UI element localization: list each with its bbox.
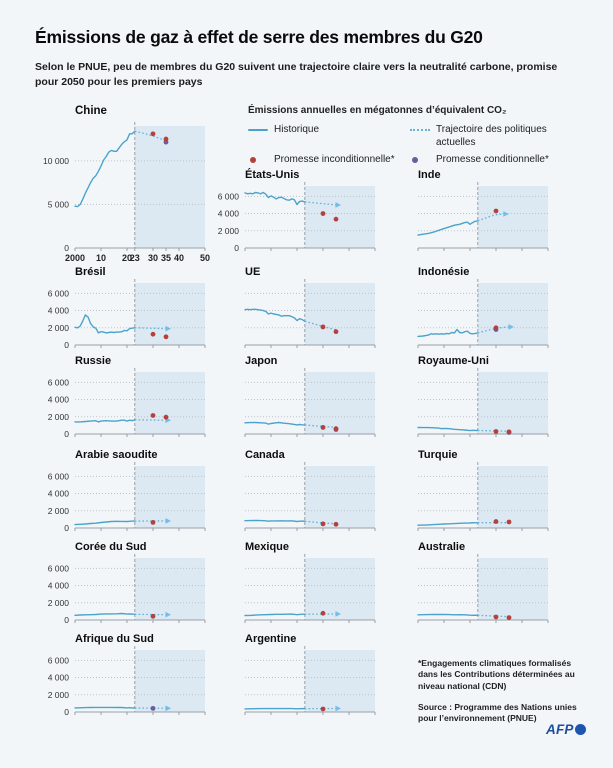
svg-text:4 000: 4 000 bbox=[48, 306, 70, 316]
afp-logo: AFP bbox=[546, 722, 586, 737]
afp-logo-text: AFP bbox=[546, 722, 574, 737]
chart-title: États-Unis bbox=[245, 169, 300, 181]
chart-etats-unis: États-Unis 0 2 000 4 000 6 000 bbox=[218, 169, 376, 253]
footnote-ndc: *Engagements climatiques formalisés dans… bbox=[418, 658, 575, 691]
chart-russie: Russie 0 2 000 4 000 6 000 bbox=[48, 355, 206, 439]
svg-text:6 000: 6 000 bbox=[48, 655, 70, 665]
chart-bresil: Brésil 0 2 000 4 000 6 000 bbox=[48, 266, 206, 350]
chart-title: Brésil bbox=[75, 266, 106, 278]
legend-label-historique: Historique bbox=[274, 124, 320, 135]
svg-text:0: 0 bbox=[64, 340, 69, 350]
svg-text:6 000: 6 000 bbox=[48, 288, 70, 298]
chart-australie: Australie bbox=[417, 541, 549, 623]
svg-text:2000: 2000 bbox=[65, 253, 85, 263]
trajectory-dotted-line-swatch bbox=[410, 129, 430, 131]
svg-text:20: 20 bbox=[122, 253, 132, 263]
svg-text:5 000: 5 000 bbox=[48, 199, 70, 209]
legend-label-trajectoire: Trajectoire des politiques actuelles bbox=[436, 124, 547, 148]
chart-title: Argentine bbox=[245, 633, 297, 645]
svg-text:4 000: 4 000 bbox=[48, 395, 70, 405]
chart-ue: UE bbox=[244, 266, 376, 348]
svg-text:10: 10 bbox=[96, 253, 106, 263]
svg-text:50: 50 bbox=[200, 253, 210, 263]
chart-argentine: Argentine bbox=[244, 633, 376, 715]
chart-title: Mexique bbox=[245, 541, 290, 553]
svg-text:2 000: 2 000 bbox=[48, 412, 70, 422]
svg-text:0: 0 bbox=[64, 615, 69, 625]
chart-title: Turquie bbox=[418, 449, 458, 461]
chart-inde: Inde bbox=[417, 169, 549, 251]
chart-chine: Chine 0 5 000 10 000 2000 10 20 23 30 35 40 50 bbox=[43, 105, 210, 263]
chart-title: Arabie saoudite bbox=[75, 449, 158, 461]
chart-title: Japon bbox=[245, 355, 278, 367]
svg-text:6 000: 6 000 bbox=[48, 377, 70, 387]
chart-title: Corée du Sud bbox=[75, 541, 147, 553]
afp-logo-circle-icon bbox=[574, 724, 586, 735]
legend-grid: Historique Trajectoire des politiques ac… bbox=[248, 124, 588, 167]
svg-text:4 000: 4 000 bbox=[218, 209, 240, 219]
chart-turquie: Turquie bbox=[417, 449, 549, 531]
svg-text:2 000: 2 000 bbox=[48, 690, 70, 700]
svg-text:4 000: 4 000 bbox=[48, 581, 70, 591]
svg-text:23: 23 bbox=[130, 253, 140, 263]
svg-text:6 000: 6 000 bbox=[48, 563, 70, 573]
svg-text:2 000: 2 000 bbox=[218, 226, 240, 236]
historical-line-swatch bbox=[248, 129, 268, 131]
svg-text:2 000: 2 000 bbox=[48, 598, 70, 608]
chart-title: Royaume-Uni bbox=[418, 355, 489, 367]
svg-text:6 000: 6 000 bbox=[48, 471, 70, 481]
conditional-pledge-dot-swatch bbox=[412, 157, 418, 163]
svg-text:30: 30 bbox=[148, 253, 158, 263]
svg-text:10 000: 10 000 bbox=[43, 156, 69, 166]
chart-coree-du-sud: Corée du Sud 0 2 000 4 000 6 000 bbox=[48, 541, 206, 625]
chart-title: Australie bbox=[418, 541, 466, 553]
svg-text:0: 0 bbox=[64, 429, 69, 439]
page-title: Émissions de gaz à effet de serre des me… bbox=[35, 27, 483, 47]
svg-text:0: 0 bbox=[64, 243, 69, 253]
source-note: Source : Programme des Nations unies pou… bbox=[418, 702, 577, 724]
svg-text:0: 0 bbox=[234, 243, 239, 253]
chart-indonesie: Indonésie bbox=[417, 266, 549, 348]
page-subtitle: Selon le PNUE, peu de membres du G20 sui… bbox=[35, 61, 558, 88]
svg-text:4 000: 4 000 bbox=[48, 489, 70, 499]
svg-text:4 000: 4 000 bbox=[48, 673, 70, 683]
unconditional-pledge-dot-swatch bbox=[250, 157, 256, 163]
svg-text:35: 35 bbox=[161, 253, 171, 263]
chart-mexique: Mexique bbox=[244, 541, 376, 623]
chart-japon: Japon bbox=[244, 355, 376, 437]
chart-title: Chine bbox=[75, 105, 107, 117]
legend-label-promesse-inconditionnelle: Promesse inconditionnelle* bbox=[274, 154, 395, 165]
chart-royaume-uni: Royaume-Uni bbox=[417, 355, 549, 437]
chart-afrique-du-sud: Afrique du Sud 0 2 000 4 000 6 000 bbox=[48, 633, 206, 717]
chart-title: UE bbox=[245, 266, 261, 278]
chart-canada: Canada bbox=[244, 449, 376, 531]
chart-title: Inde bbox=[418, 169, 441, 181]
svg-text:0: 0 bbox=[64, 523, 69, 533]
chart-title: Afrique du Sud bbox=[75, 633, 154, 645]
legend-heading: Émissions annuelles en mégatonnes d’équi… bbox=[248, 105, 507, 116]
chart-title: Russie bbox=[75, 355, 112, 367]
svg-text:0: 0 bbox=[64, 707, 69, 717]
svg-text:40: 40 bbox=[174, 253, 184, 263]
chart-arabie-saoudite: Arabie saoudite 0 2 000 4 000 6 000 bbox=[48, 449, 206, 533]
chart-title: Indonésie bbox=[418, 266, 470, 278]
svg-text:2 000: 2 000 bbox=[48, 506, 70, 516]
legend: Émissions annuelles en mégatonnes d’équi… bbox=[248, 105, 588, 167]
legend-label-promesse-conditionnelle: Promesse conditionnelle* bbox=[436, 154, 549, 165]
svg-text:2 000: 2 000 bbox=[48, 323, 70, 333]
chart-title: Canada bbox=[245, 449, 285, 461]
svg-text:6 000: 6 000 bbox=[218, 191, 240, 201]
